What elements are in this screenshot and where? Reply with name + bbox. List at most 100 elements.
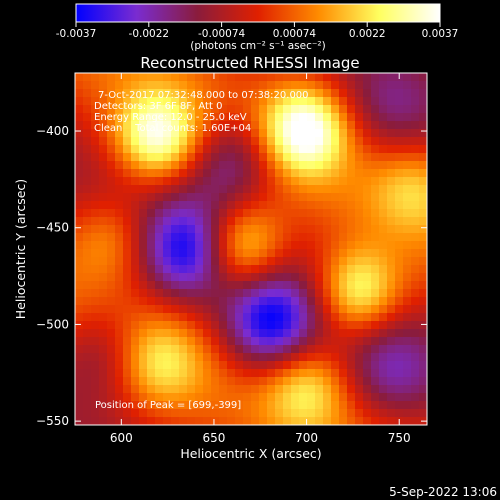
heatmap-cell xyxy=(227,345,236,354)
y-tick-label: −400 xyxy=(36,124,69,138)
heatmap-cell xyxy=(171,385,180,394)
heatmap-cell xyxy=(251,377,260,386)
heatmap-cell xyxy=(395,361,404,370)
heatmap-cell xyxy=(307,385,316,394)
heatmap-cell xyxy=(283,177,292,186)
heatmap-cell xyxy=(291,409,300,418)
heatmap-cell xyxy=(379,329,388,338)
heatmap-cell xyxy=(363,217,372,226)
heatmap-cell xyxy=(195,153,204,162)
heatmap-cell xyxy=(131,177,140,186)
heatmap-cell xyxy=(235,177,244,186)
heatmap-cell xyxy=(219,89,228,98)
heatmap-cell xyxy=(379,225,388,234)
heatmap-cell xyxy=(227,97,236,106)
heatmap-cell xyxy=(331,353,340,362)
heatmap-cell xyxy=(395,233,404,242)
heatmap-cell xyxy=(139,153,148,162)
heatmap-cell xyxy=(355,337,364,346)
heatmap-cell xyxy=(91,313,100,322)
heatmap-cell xyxy=(251,321,260,330)
heatmap-cell xyxy=(283,257,292,266)
heatmap-cell xyxy=(323,361,332,370)
heatmap-cell xyxy=(155,121,164,130)
heatmap-cell xyxy=(75,161,84,170)
heatmap-cell xyxy=(299,73,308,82)
heatmap-cell xyxy=(315,257,324,266)
heatmap-cell xyxy=(131,105,140,114)
heatmap-cell xyxy=(115,249,124,258)
heatmap-cell xyxy=(331,97,340,106)
heatmap-cell xyxy=(395,209,404,218)
heatmap-cell xyxy=(299,321,308,330)
heatmap-cell xyxy=(411,137,420,146)
heatmap-cell xyxy=(227,297,236,306)
heatmap-cell xyxy=(243,161,252,170)
heatmap-cell xyxy=(307,97,316,106)
heatmap-cell xyxy=(411,169,420,178)
heatmap-cell xyxy=(179,177,188,186)
heatmap-cell xyxy=(347,121,356,130)
heatmap-cell xyxy=(403,217,412,226)
heatmap-cell xyxy=(187,361,196,370)
heatmap-cell xyxy=(171,81,180,90)
heatmap-cell xyxy=(179,313,188,322)
heatmap-cell xyxy=(187,329,196,338)
heatmap-cell xyxy=(163,169,172,178)
heatmap-cell xyxy=(307,241,316,250)
heatmap-cell xyxy=(115,337,124,346)
heatmap-cell xyxy=(339,353,348,362)
heatmap-cell xyxy=(275,121,284,130)
heatmap-cell xyxy=(139,289,148,298)
heatmap-cell xyxy=(251,169,260,178)
heatmap-cell xyxy=(283,353,292,362)
heatmap-cell xyxy=(75,177,84,186)
heatmap-cell xyxy=(347,265,356,274)
heatmap-cell xyxy=(355,153,364,162)
heatmap-cell xyxy=(355,201,364,210)
heatmap-cell xyxy=(251,225,260,234)
heatmap-cell xyxy=(115,305,124,314)
heatmap-cell xyxy=(323,345,332,354)
heatmap-cell xyxy=(163,297,172,306)
heatmap-cell xyxy=(195,209,204,218)
heatmap-cell xyxy=(411,249,420,258)
heatmap-cell xyxy=(419,177,427,186)
heatmap-cell xyxy=(99,193,108,202)
heatmap-cell xyxy=(235,385,244,394)
heatmap-cell xyxy=(419,353,427,362)
x-tick-label: 750 xyxy=(388,431,411,445)
heatmap-cell xyxy=(371,81,380,90)
heatmap-cell xyxy=(203,345,212,354)
heatmap-cell xyxy=(371,121,380,130)
heatmap-cell xyxy=(75,345,84,354)
heatmap-cell xyxy=(211,369,220,378)
heatmap-cell xyxy=(363,185,372,194)
heatmap-cell xyxy=(307,129,316,138)
heatmap-cell xyxy=(411,73,420,82)
heatmap-cell xyxy=(339,369,348,378)
heatmap-cell xyxy=(139,201,148,210)
heatmap-cell xyxy=(131,401,140,410)
heatmap-cell xyxy=(387,161,396,170)
heatmap-cell xyxy=(363,121,372,130)
heatmap-cell xyxy=(403,169,412,178)
heatmap-cell xyxy=(187,113,196,122)
heatmap-cell xyxy=(259,409,268,418)
heatmap-cell xyxy=(235,361,244,370)
heatmap-cell xyxy=(83,177,92,186)
heatmap-cell xyxy=(123,137,132,146)
heatmap-cell xyxy=(243,209,252,218)
heatmap-cell xyxy=(227,89,236,98)
heatmap-cell xyxy=(163,225,172,234)
heatmap-cell xyxy=(339,201,348,210)
heatmap-cell xyxy=(283,89,292,98)
heatmap-cell xyxy=(307,329,316,338)
heatmap-cell xyxy=(227,313,236,322)
heatmap-cell xyxy=(379,385,388,394)
heatmap-cell xyxy=(179,297,188,306)
heatmap-cell xyxy=(219,305,228,314)
heatmap-cell xyxy=(163,257,172,266)
heatmap-cell xyxy=(387,89,396,98)
heatmap-cell xyxy=(211,393,220,402)
